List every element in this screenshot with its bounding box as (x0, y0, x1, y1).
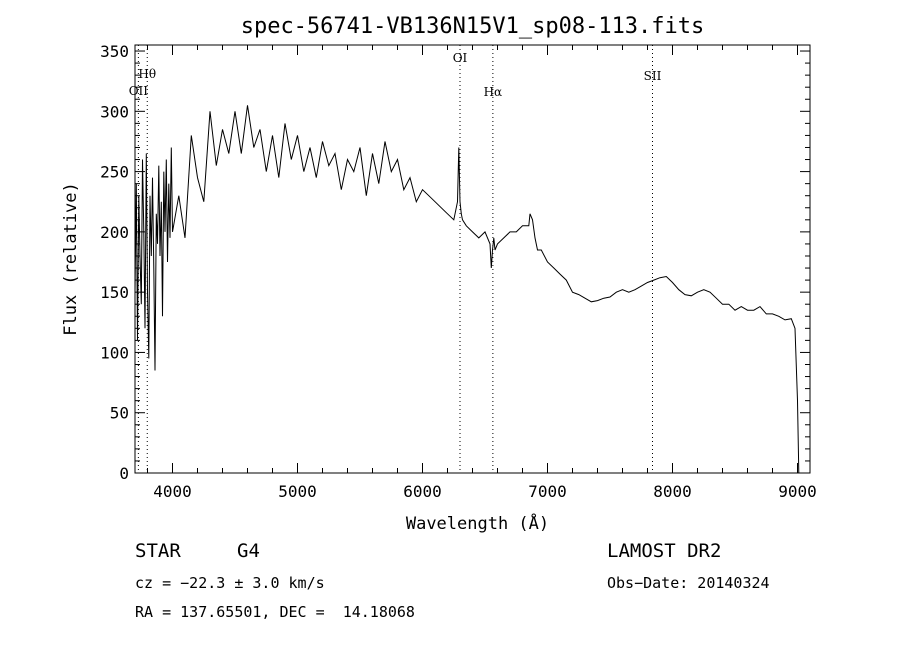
spectral-line-label: Hθ (138, 67, 156, 81)
y-tick-label: 350 (100, 42, 129, 61)
y-tick-label: 250 (100, 163, 129, 182)
plot-frame (134, 44, 811, 474)
x-tick-label: 5000 (278, 482, 317, 501)
x-tick-label: 6000 (403, 482, 442, 501)
object-class: STAR (135, 540, 181, 562)
x-tick-label: 8000 (653, 482, 692, 501)
spectral-line-label: Hα (484, 85, 503, 99)
y-axis-label: Flux (relative) (61, 182, 81, 336)
redshift-velocity: cz = −22.3 ± 3.0 km/s (135, 574, 325, 592)
spectrum-line (134, 105, 800, 474)
spectral-line-label: SII (644, 69, 662, 83)
chart-title: spec-56741-VB136N15V1_sp08-113.fits (241, 14, 705, 39)
y-tick-label: 150 (100, 283, 129, 302)
y-tick-label: 300 (100, 102, 129, 121)
survey-name: LAMOST DR2 (607, 540, 722, 562)
observation-date: Obs−Date: 20140324 (607, 574, 770, 592)
x-tick-label: 9000 (778, 482, 817, 501)
ra-dec-coordinates: RA = 137.65501, DEC = 14.18068 (135, 603, 415, 621)
x-tick-label: 4000 (153, 482, 192, 501)
y-tick-label: 200 (100, 223, 129, 242)
object-subclass: G4 (237, 540, 260, 562)
spectral-line-label: OI (453, 51, 468, 65)
y-tick-label: 0 (119, 464, 129, 483)
x-tick-label: 7000 (528, 482, 567, 501)
y-tick-label: 100 (100, 343, 129, 362)
spectral-line-label: OII (129, 84, 149, 98)
y-tick-label: 50 (110, 404, 129, 423)
x-axis-label: Wavelength (Å) (406, 512, 549, 534)
